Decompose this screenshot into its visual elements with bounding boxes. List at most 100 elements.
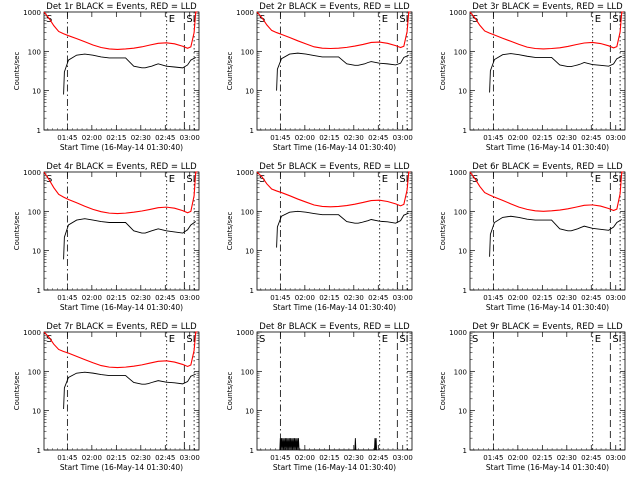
x-tick-label: 03:00 — [393, 454, 413, 462]
marker-si-label: SI — [399, 334, 408, 345]
marker-si-label: SI — [399, 174, 408, 185]
lld-rate-line — [469, 171, 624, 212]
events-rate-line — [63, 53, 196, 95]
x-tick-label: 02:00 — [82, 454, 102, 462]
chart-title: Det 9r BLACK = Events, RED = LLD — [472, 322, 623, 332]
y-tick-label: 1000 — [236, 9, 254, 17]
y-tick-label: 100 — [241, 48, 254, 56]
y-tick-label: 1000 — [236, 169, 254, 177]
events-rate-line — [489, 215, 622, 257]
chart-title: Det 7r BLACK = Events, RED = LLD — [46, 322, 197, 332]
marker-e-label: E — [382, 334, 388, 345]
plot-frame — [43, 11, 200, 131]
marker-e-label: E — [595, 334, 601, 345]
x-tick-label: 02:30 — [131, 294, 151, 302]
chart-title: Det 1r BLACK = Events, RED = LLD — [46, 2, 197, 12]
x-tick-label: 03:00 — [393, 134, 413, 142]
x-tick-label: 02:15 — [319, 294, 339, 302]
x-tick-label: 02:30 — [557, 134, 577, 142]
x-tick-label: 02:15 — [532, 454, 552, 462]
y-tick-label: 10 — [458, 408, 467, 416]
x-tick-label: 02:30 — [131, 134, 151, 142]
x-tick-label: 03:00 — [180, 454, 200, 462]
lld-rate-line — [256, 11, 411, 50]
chart-panel-8: Det 8r BLACK = Events, RED = LLD 1 10 100 10… — [226, 322, 413, 472]
lld-rate-line — [43, 171, 198, 215]
marker-si-label: SI — [612, 334, 621, 345]
x-tick-label: 01:45 — [57, 134, 77, 142]
marker-e-label: E — [169, 174, 175, 185]
plot-frame — [43, 171, 200, 291]
y-axis-label: Counts/sec — [13, 52, 21, 91]
y-tick-label: 100 — [241, 368, 254, 376]
chart-panel-6: Det 6r BLACK = Events, RED = LLD 1 10 100 10… — [439, 162, 626, 312]
x-tick-label: 02:00 — [295, 134, 315, 142]
events-rate-line — [276, 210, 409, 248]
marker-e-label: E — [169, 14, 175, 25]
x-tick-label: 01:45 — [483, 294, 503, 302]
marker-si-label: SI — [612, 174, 621, 185]
y-tick-label: 10 — [245, 88, 254, 96]
x-tick-label: 02:45 — [368, 134, 388, 142]
x-tick-label: 02:45 — [581, 454, 601, 462]
y-axis-label: Counts/sec — [13, 212, 21, 251]
x-tick-label: 03:00 — [180, 134, 200, 142]
x-tick-label: 02:15 — [319, 454, 339, 462]
plot-frame — [469, 171, 626, 291]
chart-panel-9: Det 9r BLACK = Events, RED = LLD 1 10 100 10… — [439, 322, 626, 472]
y-tick-label: 100 — [28, 208, 41, 216]
y-tick-label: 1 — [37, 127, 41, 135]
x-tick-label: 02:15 — [106, 294, 126, 302]
x-tick-label: 02:45 — [581, 134, 601, 142]
x-tick-label: 02:45 — [581, 294, 601, 302]
x-tick-label: 01:45 — [483, 134, 503, 142]
plot-frame — [256, 171, 413, 291]
x-tick-label: 02:00 — [508, 294, 528, 302]
x-tick-label: 03:00 — [393, 294, 413, 302]
x-axis-label: Start Time (16-May-14 01:30:40) — [273, 143, 396, 152]
x-tick-label: 02:00 — [82, 294, 102, 302]
plot-frame — [469, 11, 626, 131]
y-tick-label: 1 — [37, 447, 41, 455]
chart-title: Det 3r BLACK = Events, RED = LLD — [472, 2, 623, 12]
x-tick-label: 02:30 — [557, 294, 577, 302]
x-tick-label: 02:15 — [532, 294, 552, 302]
y-axis-label: Counts/sec — [226, 52, 234, 91]
y-tick-label: 100 — [454, 368, 467, 376]
y-axis-label: Counts/sec — [439, 372, 447, 411]
chart-panel-2: Det 2r BLACK = Events, RED = LLD 1 10 100 10… — [226, 2, 413, 152]
events-rate-line — [279, 438, 378, 451]
y-tick-label: 1 — [463, 287, 467, 295]
y-tick-label: 100 — [454, 48, 467, 56]
y-axis-label: Counts/sec — [439, 212, 447, 251]
lld-rate-line — [43, 11, 198, 50]
marker-s-label: S — [472, 334, 478, 345]
x-tick-label: 02:45 — [155, 134, 175, 142]
x-axis-label: Start Time (16-May-14 01:30:40) — [60, 463, 183, 472]
chart-panel-4: Det 4r BLACK = Events, RED = LLD 1 10 100 10… — [13, 162, 200, 312]
x-tick-label: 02:45 — [368, 294, 388, 302]
x-tick-label: 02:15 — [106, 454, 126, 462]
y-tick-label: 10 — [245, 408, 254, 416]
marker-e-label: E — [595, 174, 601, 185]
y-tick-label: 10 — [458, 88, 467, 96]
lld-rate-line — [469, 11, 624, 50]
marker-s-label: S — [46, 334, 52, 345]
chart-title: Det 5r BLACK = Events, RED = LLD — [259, 162, 410, 172]
x-tick-label: 02:30 — [557, 454, 577, 462]
y-axis-label: Counts/sec — [226, 372, 234, 411]
y-tick-label: 1000 — [449, 9, 467, 17]
plot-frame — [43, 331, 200, 451]
x-tick-label: 02:00 — [508, 134, 528, 142]
marker-e-label: E — [169, 334, 175, 345]
chart-title: Det 8r BLACK = Events, RED = LLD — [259, 322, 410, 332]
y-tick-label: 1 — [463, 447, 467, 455]
x-tick-label: 02:45 — [155, 454, 175, 462]
y-tick-label: 10 — [245, 248, 254, 256]
y-tick-label: 1000 — [23, 9, 41, 17]
y-axis-label: Counts/sec — [226, 212, 234, 251]
y-tick-label: 1000 — [449, 329, 467, 337]
events-rate-line — [276, 52, 409, 91]
marker-e-label: E — [382, 14, 388, 25]
x-tick-label: 02:30 — [344, 454, 364, 462]
